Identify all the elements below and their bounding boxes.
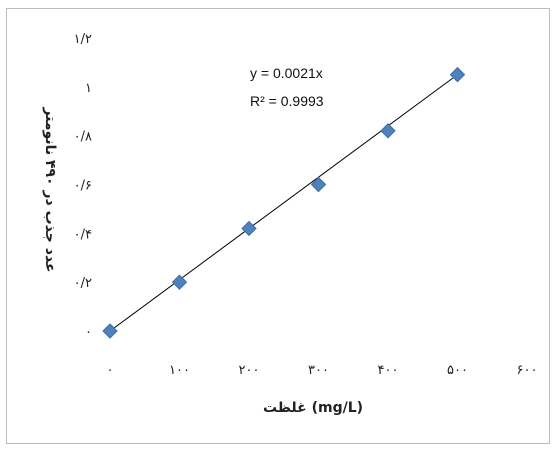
y-axis-ticks: ۰ ۰/۲ ۰/۴ ۰/۶ ۰/۸ ۱ ۱/۲ <box>74 32 92 340</box>
y-tick-label: ۱ <box>85 81 92 96</box>
trendline-equation: y = 0.0021x <box>250 65 323 81</box>
y-tick-label: ۰/۴ <box>74 227 92 242</box>
x-tick-label: ۱۰۰ <box>169 363 190 378</box>
data-points <box>102 66 466 339</box>
data-point <box>102 323 118 339</box>
y-tick-label: ۰/۸ <box>74 130 92 145</box>
y-tick-label: ۱/۲ <box>74 32 92 47</box>
x-axis-title: غلظت (mg/L) <box>263 400 363 416</box>
x-tick-label: ۰ <box>107 363 114 378</box>
x-tick-label: ۲۰۰ <box>239 363 260 378</box>
x-tick-label: ۴۰۰ <box>378 363 399 378</box>
trendline <box>109 74 458 332</box>
chart-frame <box>6 8 550 444</box>
y-tick-label: ۰/۲ <box>74 276 92 291</box>
data-point <box>449 66 466 83</box>
data-point <box>310 176 327 193</box>
y-axis-title: عدد جذب در ۴۹۰ نانومتر <box>42 106 58 272</box>
x-tick-label: ۵۰۰ <box>447 363 468 378</box>
data-point <box>241 220 257 237</box>
r-squared-label: R² = 0.9993 <box>250 93 324 109</box>
x-tick-label: ۳۰۰ <box>308 363 329 378</box>
data-point <box>171 274 188 290</box>
y-tick-label: ۰/۶ <box>74 179 92 194</box>
x-axis-ticks: ۰ ۱۰۰ ۲۰۰ ۳۰۰ ۴۰۰ ۵۰۰ ۶۰۰ <box>107 363 538 378</box>
y-tick-label: ۰ <box>85 325 92 340</box>
x-tick-label: ۶۰۰ <box>517 363 538 378</box>
data-point <box>380 123 396 139</box>
